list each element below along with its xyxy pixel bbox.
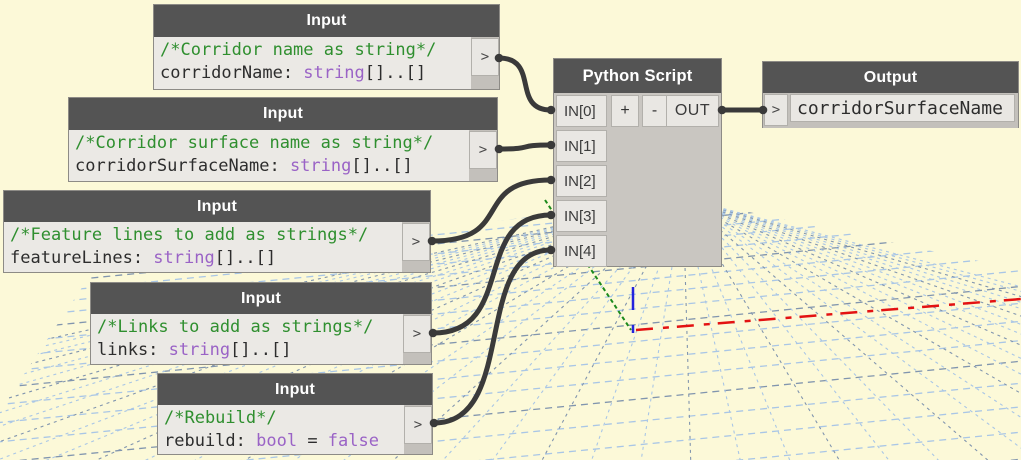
input-node-rebuild[interactable]: Input /*Rebuild*/ rebuild: bool = false … <box>157 373 433 455</box>
code-line: rebuild: bool = false <box>164 430 404 453</box>
port-column: > <box>471 37 499 89</box>
code-line: links: string[]..[] <box>97 339 403 362</box>
node-title[interactable]: Input <box>69 98 497 130</box>
port-column: > <box>403 314 431 364</box>
code-operator: = <box>297 431 328 451</box>
code-type: string <box>303 63 365 83</box>
code-block-editor[interactable]: /*Feature lines to add as strings*/ feat… <box>4 222 402 272</box>
input-port-in3[interactable]: IN[3] <box>556 200 607 232</box>
port-filler <box>469 169 497 181</box>
input-node-feature-lines[interactable]: Input /*Feature lines to add as strings*… <box>3 190 431 273</box>
code-suffix: []..[] <box>214 248 277 268</box>
code-block-editor[interactable]: /*Corridor name as string*/ corridorName… <box>154 37 471 89</box>
node-title[interactable]: Input <box>91 283 431 314</box>
add-input-button[interactable]: + <box>611 95 639 127</box>
code-comment: /*Corridor name as string*/ <box>160 40 437 60</box>
output-port-chevron[interactable]: > <box>471 38 499 76</box>
input-port-in2[interactable]: IN[2] <box>556 165 607 197</box>
port-filler <box>402 261 430 272</box>
input-node-links[interactable]: Input /*Links to add as strings*/ links:… <box>90 282 432 365</box>
input-port-in4[interactable]: IN[4] <box>556 235 607 267</box>
code-line: featureLines: string[]..[] <box>10 247 402 270</box>
code-comment: /*Rebuild*/ <box>164 408 277 428</box>
code-line: corridorName: string[]..[] <box>160 62 471 85</box>
code-value: false <box>327 431 379 451</box>
port-column: > <box>469 130 497 181</box>
code-suffix: []..[] <box>351 156 413 176</box>
output-port-chevron[interactable]: > <box>469 131 497 169</box>
code-block-editor[interactable]: /*Rebuild*/ rebuild: bool = false <box>158 405 404 454</box>
code-comment: /*Corridor surface name as string*/ <box>75 133 434 153</box>
code-line: corridorSurfaceName: string[]..[] <box>75 155 469 178</box>
code-identifier: rebuild: <box>164 431 257 451</box>
port-filler <box>403 353 431 364</box>
input-node-corridor-surface-name[interactable]: Input /*Corridor surface name as string*… <box>68 97 498 182</box>
output-port-chevron[interactable]: > <box>403 315 431 353</box>
python-node-body: IN[0] IN[1] IN[2] IN[3] IN[4] + - OUT <box>554 93 721 267</box>
code-type: string <box>153 248 215 268</box>
port-column: > <box>404 405 432 454</box>
input-port-chevron[interactable]: > <box>764 94 788 126</box>
node-title[interactable]: Input <box>154 5 499 37</box>
code-identifier: featureLines: <box>10 248 154 268</box>
out-port[interactable]: OUT <box>666 95 719 127</box>
output-port-chevron[interactable]: > <box>404 406 432 444</box>
code-type: string <box>289 156 352 176</box>
input-node-corridor-name[interactable]: Input /*Corridor name as string*/ corrid… <box>153 4 500 90</box>
code-type: string <box>168 340 231 360</box>
port-filler <box>471 76 499 89</box>
code-identifier: corridorSurfaceName: <box>75 156 290 176</box>
code-suffix: []..[] <box>364 63 427 83</box>
remove-input-button[interactable]: - <box>642 95 667 127</box>
node-title[interactable]: Python Script <box>554 59 721 93</box>
code-identifier: corridorName: <box>160 63 304 83</box>
output-port-chevron[interactable]: > <box>402 223 430 261</box>
port-column: > <box>402 222 430 272</box>
code-comment: /*Links to add as strings*/ <box>97 317 374 337</box>
output-name-field[interactable]: corridorSurfaceName <box>790 94 1015 122</box>
code-comment: /*Feature lines to add as strings*/ <box>10 225 369 245</box>
python-script-node[interactable]: Python Script IN[0] IN[1] IN[2] IN[3] IN… <box>553 58 722 267</box>
code-block-editor[interactable]: /*Corridor surface name as string*/ corr… <box>69 130 469 181</box>
code-block-editor[interactable]: /*Links to add as strings*/ links: strin… <box>91 314 403 364</box>
code-suffix: []..[] <box>230 340 292 360</box>
x-axis-red-line <box>635 297 1021 332</box>
node-title[interactable]: Input <box>158 374 432 405</box>
output-node-corridor-surface-name[interactable]: Output > corridorSurfaceName <box>762 61 1019 128</box>
input-port-in1[interactable]: IN[1] <box>556 130 607 162</box>
code-type: bool <box>256 431 298 451</box>
output-node-body: > corridorSurfaceName <box>763 93 1018 128</box>
input-port-in0[interactable]: IN[0] <box>556 95 607 127</box>
node-title[interactable]: Output <box>763 62 1018 93</box>
code-identifier: links: <box>97 340 169 360</box>
port-filler <box>404 444 432 454</box>
node-title[interactable]: Input <box>4 191 430 222</box>
